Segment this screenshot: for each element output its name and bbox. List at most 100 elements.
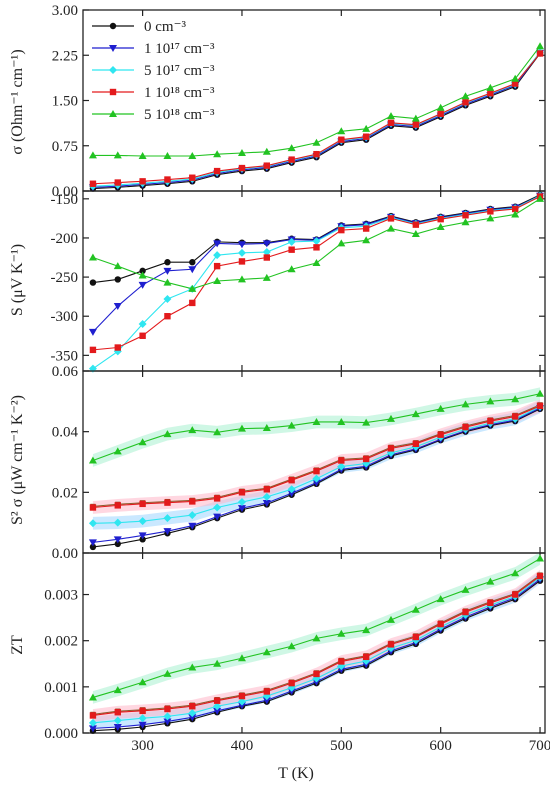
point-ZT-3-7 bbox=[263, 688, 271, 695]
point-S-4-11 bbox=[362, 236, 371, 244]
point-S-3-10 bbox=[338, 226, 345, 234]
xtick-label-0: 300 bbox=[131, 738, 154, 754]
point-power-factor-0-1 bbox=[114, 540, 121, 548]
point-ZT-3-9 bbox=[313, 670, 320, 678]
point-S-2-5 bbox=[213, 251, 222, 260]
point-sigma-3-14 bbox=[437, 110, 444, 117]
point-power-factor-3-4 bbox=[189, 498, 196, 505]
point-sigma-3-8 bbox=[288, 156, 295, 163]
point-power-factor-3-17 bbox=[511, 413, 519, 420]
point-ZT-1-3 bbox=[163, 718, 172, 726]
point-power-factor-3-15 bbox=[462, 423, 469, 431]
point-power-factor-2-10 bbox=[337, 462, 346, 471]
point-power-factor-3-18 bbox=[536, 402, 544, 410]
point-sigma-4-12 bbox=[387, 112, 395, 120]
point-ZT-3-6 bbox=[238, 692, 246, 700]
point-power-factor-2-7 bbox=[262, 492, 271, 501]
point-S-1-1 bbox=[113, 303, 122, 311]
point-S-4-12 bbox=[387, 224, 395, 232]
ytick-label-ZT-3: 0.003 bbox=[44, 588, 78, 604]
xlabel: T (K) bbox=[278, 765, 314, 782]
point-power-factor-2-1 bbox=[113, 518, 122, 527]
point-sigma-3-3 bbox=[164, 176, 171, 183]
point-sigma-4-2 bbox=[138, 152, 147, 160]
point-sigma-3-6 bbox=[238, 164, 246, 172]
point-ZT-3-16 bbox=[487, 599, 494, 607]
point-ZT-4-13 bbox=[411, 605, 420, 613]
point-power-factor-3-7 bbox=[263, 486, 271, 493]
point-ZT-4-10 bbox=[337, 629, 346, 637]
point-ZT-2-0 bbox=[88, 718, 97, 727]
point-S-2-9 bbox=[312, 237, 321, 246]
point-sigma-3-4 bbox=[189, 174, 196, 181]
point-S-2-7 bbox=[262, 248, 271, 257]
point-S-3-17 bbox=[511, 205, 519, 213]
point-ZT-4-2 bbox=[138, 678, 147, 686]
point-sigma-3-5 bbox=[213, 167, 221, 175]
point-power-factor-3-9 bbox=[313, 467, 320, 475]
point-ZT-4-14 bbox=[436, 595, 445, 603]
point-S-4-6 bbox=[237, 275, 246, 283]
point-ZT-3-0 bbox=[89, 712, 97, 719]
series-line-ZT-2 bbox=[92, 577, 541, 724]
point-S-2-2 bbox=[138, 320, 147, 329]
point-ZT-3-12 bbox=[387, 641, 395, 648]
point-S-4-7 bbox=[262, 273, 271, 281]
point-ZT-3-8 bbox=[288, 679, 295, 687]
point-S-4-13 bbox=[411, 230, 420, 238]
point-sigma-3-0 bbox=[89, 180, 97, 187]
point-S-2-3 bbox=[163, 295, 172, 303]
point-power-factor-4-3 bbox=[163, 430, 172, 438]
point-ZT-4-6 bbox=[237, 654, 246, 662]
point-sigma-4-0 bbox=[88, 151, 97, 159]
point-sigma-4-11 bbox=[362, 124, 371, 132]
point-sigma-4-1 bbox=[113, 151, 122, 159]
point-ZT-3-10 bbox=[338, 658, 345, 665]
point-sigma-3-11 bbox=[362, 133, 370, 140]
point-power-factor-3-8 bbox=[288, 477, 295, 484]
point-ZT-4-5 bbox=[213, 659, 222, 667]
point-ZT-4-12 bbox=[387, 615, 395, 623]
point-ZT-1-5 bbox=[213, 707, 222, 715]
point-S-3-15 bbox=[462, 212, 469, 219]
point-ZT-4-18 bbox=[536, 554, 545, 562]
point-power-factor-3-6 bbox=[238, 489, 246, 496]
frame-ZT bbox=[82, 552, 546, 734]
ytick-label-ZT-1: 0.001 bbox=[44, 680, 78, 696]
point-power-factor-4-0 bbox=[88, 456, 97, 464]
point-ZT-1-1 bbox=[113, 724, 122, 731]
point-ZT-2-5 bbox=[213, 702, 222, 711]
xtick-label-3: 600 bbox=[429, 738, 452, 754]
point-S-3-8 bbox=[288, 246, 295, 253]
ytick-label-S-0: -150 bbox=[51, 192, 79, 208]
point-S-3-11 bbox=[362, 225, 370, 232]
point-sigma-3-10 bbox=[338, 136, 345, 143]
point-S-4-8 bbox=[287, 265, 296, 273]
legend-label-4: 5 10¹⁸ cm⁻³ bbox=[144, 107, 215, 123]
point-S-3-7 bbox=[263, 254, 271, 261]
point-S-3-0 bbox=[89, 346, 97, 354]
point-S-4-3 bbox=[163, 278, 172, 286]
ytick-label-power-factor-3: 0.06 bbox=[52, 364, 79, 380]
series-line-S-3 bbox=[92, 195, 541, 351]
point-S-1-0 bbox=[88, 328, 97, 336]
point-power-factor-3-13 bbox=[412, 440, 420, 447]
ytick-label-sigma-2: 1.50 bbox=[52, 94, 78, 110]
point-power-factor-3-14 bbox=[437, 431, 444, 438]
point-power-factor-4-18 bbox=[536, 389, 545, 397]
band-ZT-3 bbox=[92, 569, 541, 722]
legend-marker-0 bbox=[109, 22, 117, 30]
point-power-factor-4-11 bbox=[362, 418, 371, 426]
panel-ZT: 0.000 0.001 0.002 0.003 300 400 500 600 700 bbox=[44, 552, 550, 754]
point-ZT-3-18 bbox=[536, 572, 544, 580]
point-power-factor-2-5 bbox=[213, 503, 222, 512]
point-ZT-2-4 bbox=[188, 709, 197, 718]
point-power-factor-4-8 bbox=[287, 421, 296, 429]
legend-marker-2 bbox=[109, 66, 117, 74]
point-S-4-16 bbox=[486, 214, 495, 222]
point-S-3-1 bbox=[114, 344, 121, 351]
point-S-3-2 bbox=[139, 332, 146, 339]
band-power-factor-3 bbox=[92, 399, 541, 514]
point-power-factor-2-6 bbox=[237, 498, 246, 507]
point-ZT-4-15 bbox=[461, 585, 470, 593]
